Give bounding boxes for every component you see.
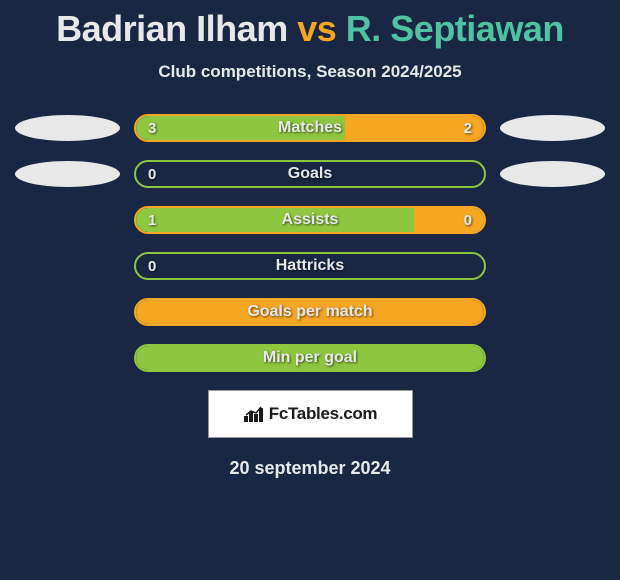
stat-row: Min per goal: [0, 344, 620, 372]
stats-list: 32Matches 0Goals 10Assists 0Hattricks Goals …: [0, 114, 620, 372]
stat-bar: Min per goal: [134, 344, 486, 372]
ellipse-spacer: [15, 253, 120, 279]
logo-box: FcTables.com: [208, 390, 413, 438]
player2-ellipse: [500, 115, 605, 141]
subtitle: Club competitions, Season 2024/2025: [0, 62, 620, 82]
stat-row: 0Hattricks: [0, 252, 620, 280]
stat-label: Goals: [136, 162, 484, 186]
logo-text: FcTables.com: [269, 404, 378, 424]
ellipse-spacer: [15, 345, 120, 371]
bar-chart-icon: [243, 405, 265, 423]
title-player1: Badrian Ilham: [56, 8, 288, 49]
stat-row: 10Assists: [0, 206, 620, 234]
stat-bar: 0Hattricks: [134, 252, 486, 280]
stat-bar: Goals per match: [134, 298, 486, 326]
date: 20 september 2024: [0, 458, 620, 479]
stat-row: 32Matches: [0, 114, 620, 142]
ellipse-spacer: [500, 345, 605, 371]
title-player2: R. Septiawan: [346, 8, 564, 49]
title: Badrian Ilham vs R. Septiawan: [0, 8, 620, 50]
stat-label: Matches: [136, 116, 484, 140]
stat-row: Goals per match: [0, 298, 620, 326]
stat-label: Min per goal: [136, 346, 484, 370]
ellipse-spacer: [500, 253, 605, 279]
ellipse-spacer: [15, 299, 120, 325]
stat-row: 0Goals: [0, 160, 620, 188]
ellipse-spacer: [500, 207, 605, 233]
stat-bar: 10Assists: [134, 206, 486, 234]
stat-label: Hattricks: [136, 254, 484, 278]
ellipse-spacer: [500, 299, 605, 325]
player1-ellipse: [15, 115, 120, 141]
infographic-container: Badrian Ilham vs R. Septiawan Club compe…: [0, 0, 620, 479]
stat-bar: 32Matches: [134, 114, 486, 142]
title-vs: vs: [297, 8, 336, 49]
stat-label: Goals per match: [136, 300, 484, 324]
stat-label: Assists: [136, 208, 484, 232]
ellipse-spacer: [15, 207, 120, 233]
player2-ellipse: [500, 161, 605, 187]
player1-ellipse: [15, 161, 120, 187]
stat-bar: 0Goals: [134, 160, 486, 188]
